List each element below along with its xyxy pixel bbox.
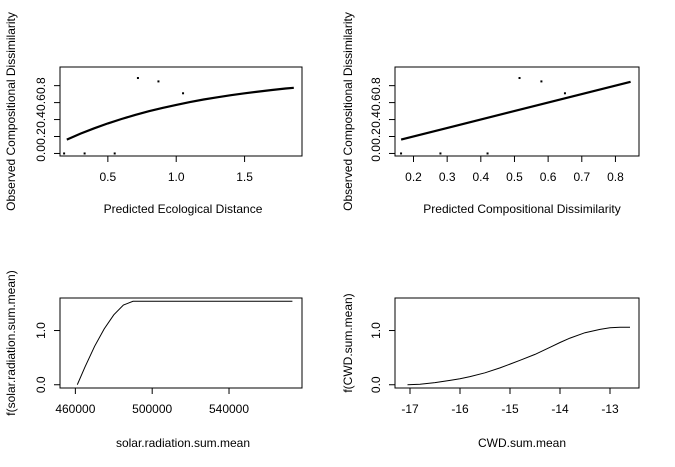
panel1-y-tick-label: 0.0 <box>34 145 48 162</box>
panel2-fit-line <box>400 80 631 141</box>
panel2-x-tick-label: 0.4 <box>472 170 489 184</box>
panel2-y-tick-label: 0.8 <box>369 77 383 94</box>
panel2-x-tick-label: 0.2 <box>405 170 422 184</box>
panel1-y-tick-label: 0.2 <box>34 128 48 145</box>
panel4-x-axis-label: CWD.sum.mean <box>478 436 566 450</box>
panel2-x-tick-label: 0.3 <box>439 170 456 184</box>
panel4-x-tick-label: -13 <box>601 402 619 416</box>
panel1-x-tick-label: 1.5 <box>236 170 253 184</box>
panel1-data-point <box>83 152 86 155</box>
panel3-x-axis-label: solar.radiation.sum.mean <box>116 436 250 450</box>
panel2-y-tick-label: 0.6 <box>369 94 383 111</box>
panel1-fit-line <box>66 86 294 141</box>
panel2-data-point <box>486 152 489 155</box>
panel3-series-line-1 <box>76 300 293 385</box>
panel3-y-axis-label: f(solar.radiation.sum.mean) <box>4 270 18 415</box>
panel2-data-point <box>400 152 403 155</box>
panel2-data-point <box>540 80 543 83</box>
panel2-frame <box>394 66 640 157</box>
panel1-x-tick-label: 1.0 <box>168 170 185 184</box>
panel2-y-axis-label: Observed Compositional Dissimilarity <box>341 12 355 211</box>
panel4-x-tick-label: -15 <box>501 402 519 416</box>
panel2-x-axis-label: Predicted Compositional Dissimilarity <box>423 202 620 216</box>
panel4-x-tick-label: -17 <box>401 402 419 416</box>
panel1-data-point <box>113 152 116 155</box>
panel3-x-tick-label: 540000 <box>209 402 249 416</box>
panel4-series-line-1 <box>407 326 630 386</box>
panel4-frame <box>394 297 640 389</box>
panel1-x-tick-label: 0.5 <box>100 170 117 184</box>
panel3-frame <box>59 297 303 389</box>
panel3-y-tick-label: 1.0 <box>34 322 48 339</box>
panel3-x-tick-label: 500000 <box>132 402 172 416</box>
panel1-y-axis-label: Observed Compositional Dissimilarity <box>4 12 18 211</box>
panel2-x-tick-label: 0.7 <box>573 170 590 184</box>
panel2-y-tick-label: 0.4 <box>369 111 383 128</box>
panel4-y-tick-label: 1.0 <box>369 322 383 339</box>
panel4-y-axis-label: f(CWD.sum.mean) <box>341 293 355 392</box>
panel3-y-tick-label: 0.0 <box>34 376 48 393</box>
panel4-y-tick-label: 0.0 <box>369 376 383 393</box>
panel1-y-tick-label: 0.4 <box>34 111 48 128</box>
panel2-x-tick-label: 0.8 <box>607 170 624 184</box>
panel3-x-tick-label: 460000 <box>55 402 95 416</box>
panel2-x-tick-label: 0.5 <box>506 170 523 184</box>
panel2-y-tick-label: 0.2 <box>369 128 383 145</box>
panel2-data-point <box>563 92 566 95</box>
panel2-x-tick-label: 0.6 <box>540 170 557 184</box>
panel4-x-tick-label: -16 <box>451 402 469 416</box>
panel1-data-point <box>157 80 160 83</box>
panel1-x-axis-label: Predicted Ecological Distance <box>104 202 263 216</box>
panel1-data-point <box>182 92 185 95</box>
panel1-data-point <box>63 152 66 155</box>
panel2-data-point <box>439 152 442 155</box>
panel2-data-point <box>518 77 521 80</box>
panel1-y-tick-label: 0.8 <box>34 77 48 94</box>
panel1-y-tick-label: 0.6 <box>34 94 48 111</box>
panel2-y-tick-label: 0.0 <box>369 145 383 162</box>
panel4-x-tick-label: -14 <box>551 402 569 416</box>
panel1-data-point <box>136 77 139 80</box>
panel1-frame <box>59 66 303 157</box>
